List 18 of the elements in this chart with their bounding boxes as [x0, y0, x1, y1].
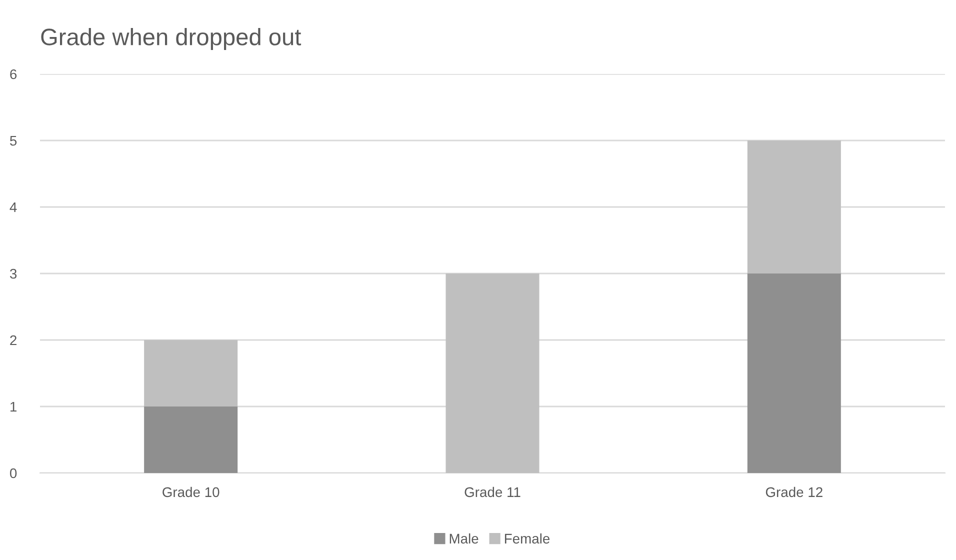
bar — [747, 274, 841, 473]
bar — [446, 274, 540, 473]
x-tick-label: Grade 11 — [464, 486, 520, 498]
y-tick-label: 0 — [10, 468, 17, 478]
y-tick-label: 6 — [10, 69, 17, 80]
y-tick-label: 4 — [10, 202, 17, 212]
bar — [144, 340, 238, 406]
y-tick-label: 2 — [10, 335, 16, 346]
bar — [747, 140, 841, 274]
y-tick-label: 3 — [10, 268, 17, 279]
y-tick-label: 5 — [10, 136, 17, 146]
legend-label: Male — [450, 533, 478, 544]
bar — [144, 406, 238, 473]
x-tick-label: Grade 10 — [162, 486, 220, 498]
legend-label: Female — [504, 533, 550, 544]
y-tick-label: 1 — [10, 402, 16, 412]
x-tick-label: Grade 12 — [766, 486, 822, 498]
chart-title: Grade when dropped out — [41, 28, 302, 50]
